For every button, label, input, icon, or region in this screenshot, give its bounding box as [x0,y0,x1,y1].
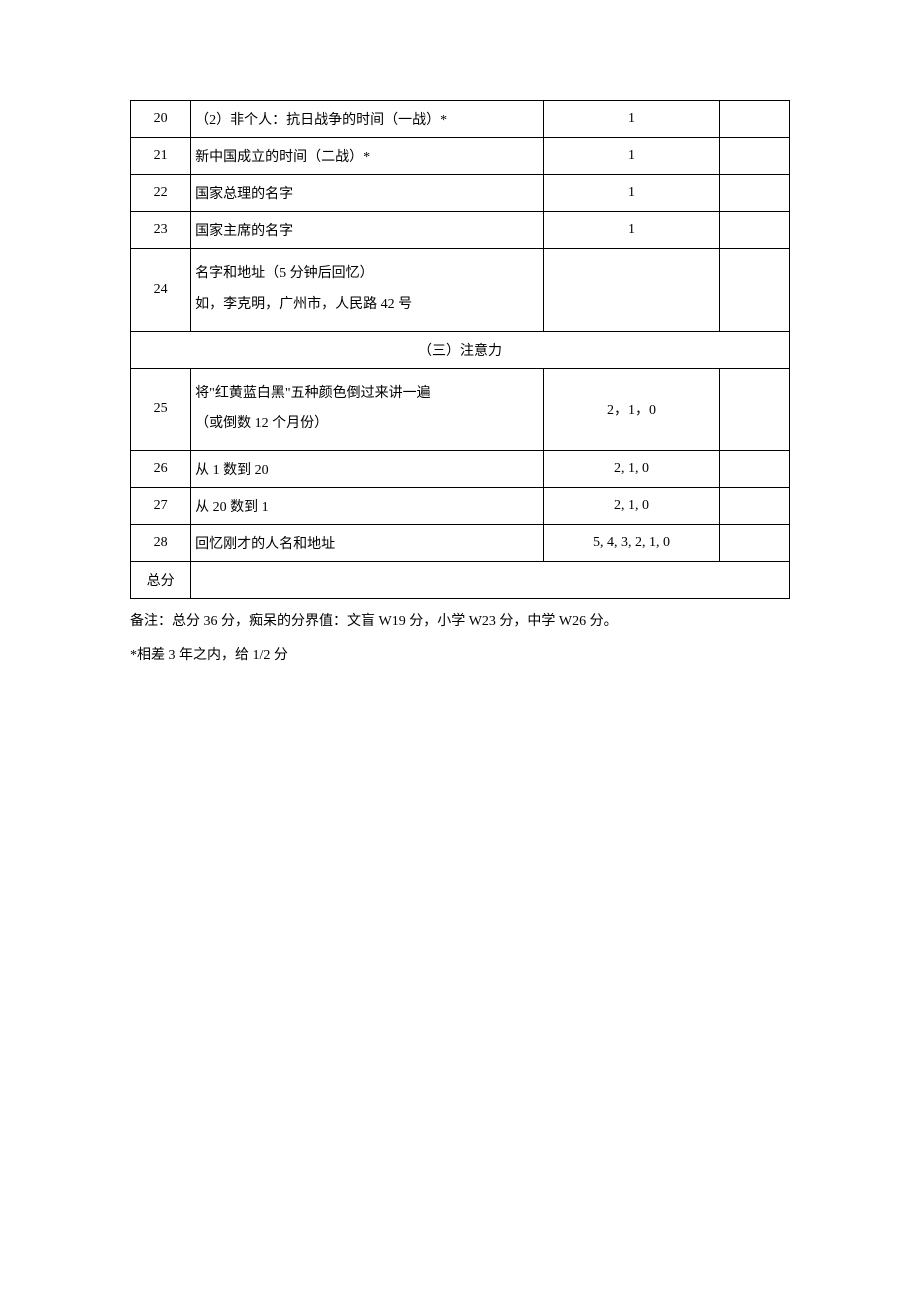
row-blank [719,138,789,175]
row-score: 2, 1, 0 [544,488,720,525]
row-description: 将"红黄蓝白黑"五种颜色倒过来讲一遍 （或倒数 12 个月份） [191,368,544,451]
row-description: 名字和地址（5 分钟后回忆） 如，李克明，广州市，人民路 42 号 [191,249,544,332]
notes-section: 备注：总分 36 分，痴呆的分界值：文盲 W19 分，小学 W23 分，中学 W… [130,605,790,672]
section-header-row: （三）注意力 [131,331,790,368]
desc-line: 名字和地址（5 分钟后回忆） [195,266,374,281]
row-score [544,249,720,332]
row-description: 从 20 数到 1 [191,488,544,525]
note-line: 备注：总分 36 分，痴呆的分界值：文盲 W19 分，小学 W23 分，中学 W… [130,605,790,639]
table-row: 20 （2）非个人：抗日战争的时间（一战）* 1 [131,101,790,138]
row-score: 2, 1, 0 [544,451,720,488]
row-number: 23 [131,212,191,249]
assessment-table: 20 （2）非个人：抗日战争的时间（一战）* 1 21 新中国成立的时间（二战）… [130,100,790,599]
row-blank [719,175,789,212]
note-line: *相差 3 年之内，给 1/2 分 [130,639,790,673]
row-number: 24 [131,249,191,332]
row-description: （2）非个人：抗日战争的时间（一战）* [191,101,544,138]
row-blank [719,451,789,488]
row-number: 26 [131,451,191,488]
row-score: 2，1，0 [544,368,720,451]
desc-line: 如，李克明，广州市，人民路 42 号 [195,297,412,312]
table-row: 24 名字和地址（5 分钟后回忆） 如，李克明，广州市，人民路 42 号 [131,249,790,332]
row-score: 1 [544,212,720,249]
table-row: 26 从 1 数到 20 2, 1, 0 [131,451,790,488]
row-description: 国家主席的名字 [191,212,544,249]
row-number: 27 [131,488,191,525]
table-row: 28 回忆刚才的人名和地址 5, 4, 3, 2, 1, 0 [131,525,790,562]
row-description: 新中国成立的时间（二战）* [191,138,544,175]
desc-line: 将"红黄蓝白黑"五种颜色倒过来讲一遍 [195,386,430,401]
row-blank [719,525,789,562]
row-number: 20 [131,101,191,138]
table-row: 22 国家总理的名字 1 [131,175,790,212]
table-row: 25 将"红黄蓝白黑"五种颜色倒过来讲一遍 （或倒数 12 个月份） 2，1，0 [131,368,790,451]
row-number: 21 [131,138,191,175]
section-title: （三）注意力 [131,331,790,368]
row-blank [719,249,789,332]
row-score: 1 [544,101,720,138]
table-row: 27 从 20 数到 1 2, 1, 0 [131,488,790,525]
table-row: 23 国家主席的名字 1 [131,212,790,249]
row-number: 28 [131,525,191,562]
row-description: 国家总理的名字 [191,175,544,212]
total-value [191,562,790,599]
row-score: 1 [544,175,720,212]
row-description: 从 1 数到 20 [191,451,544,488]
row-blank [719,101,789,138]
row-score: 1 [544,138,720,175]
row-number: 22 [131,175,191,212]
row-blank [719,212,789,249]
total-label: 总分 [131,562,191,599]
row-number: 25 [131,368,191,451]
desc-line: （或倒数 12 个月份） [195,416,328,431]
row-blank [719,368,789,451]
row-description: 回忆刚才的人名和地址 [191,525,544,562]
total-row: 总分 [131,562,790,599]
table-row: 21 新中国成立的时间（二战）* 1 [131,138,790,175]
row-score: 5, 4, 3, 2, 1, 0 [544,525,720,562]
row-blank [719,488,789,525]
